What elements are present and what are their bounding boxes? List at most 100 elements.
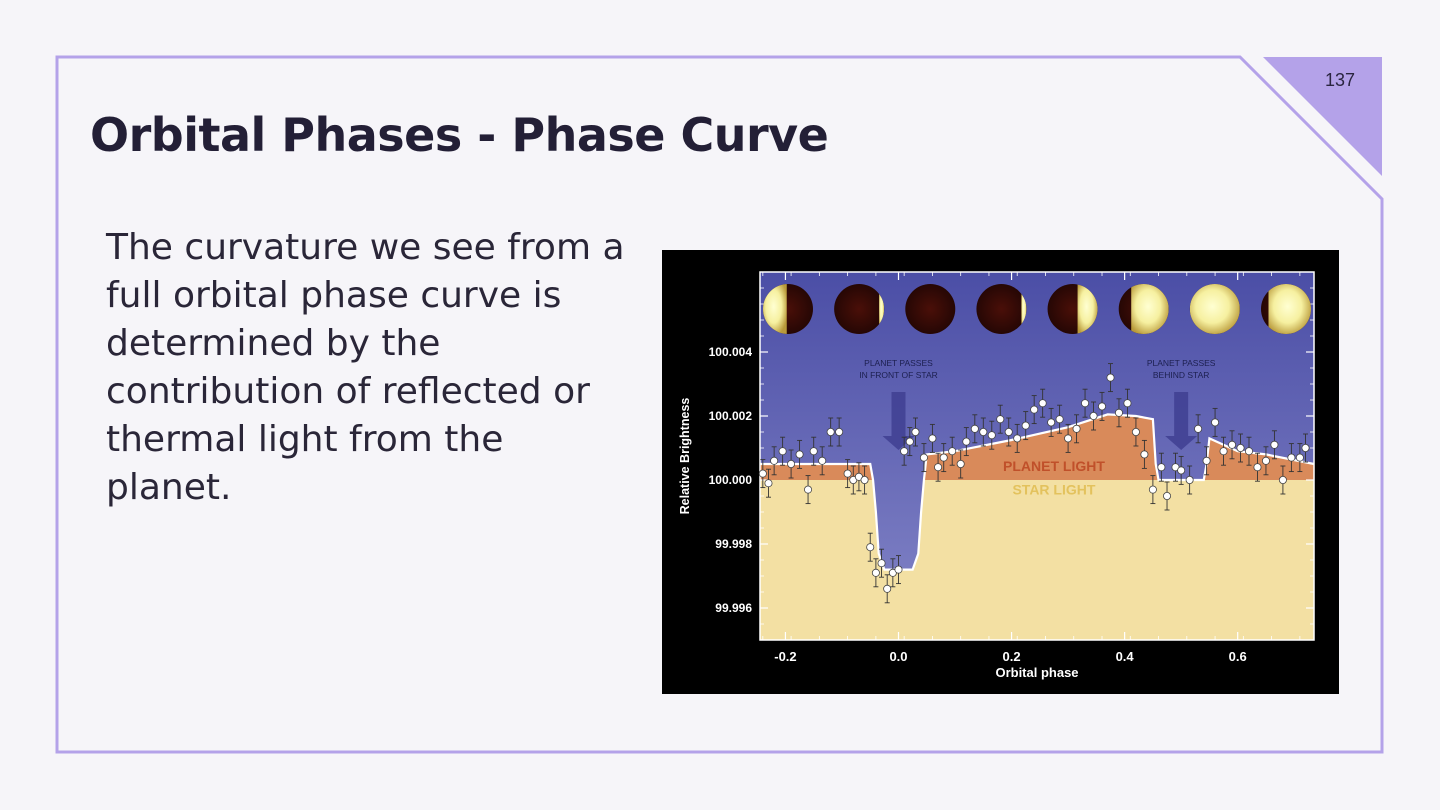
data-point <box>835 427 844 436</box>
data-point <box>770 456 779 465</box>
data-point <box>1114 408 1123 417</box>
star-light-region <box>760 480 1314 640</box>
data-point <box>1228 440 1237 449</box>
data-point <box>996 415 1005 424</box>
data-point <box>1123 399 1132 408</box>
page-number: 137 <box>1324 70 1356 90</box>
x-tick-label: 0.0 <box>889 649 907 664</box>
phase-curve-figure: 99.996 99.998 100.000 100.002 100.004 -0.2 0.0… <box>662 250 1339 694</box>
data-point <box>1106 373 1115 382</box>
data-point <box>1194 424 1203 433</box>
phase-curve-chart: 99.996 99.998 100.000 100.002 100.004 -0.2 0.0… <box>678 271 1315 680</box>
data-point <box>883 584 892 593</box>
data-point <box>826 427 835 436</box>
data-point <box>1244 447 1253 456</box>
y-tick-label: 99.998 <box>715 537 752 551</box>
data-point <box>939 453 948 462</box>
data-point <box>818 456 827 465</box>
data-point <box>948 447 957 456</box>
annotation-arrow <box>882 392 915 450</box>
data-point <box>1278 475 1287 484</box>
x-tick-label: 0.6 <box>1229 649 1247 664</box>
y-tick-label: 100.002 <box>709 409 753 423</box>
planet-lit-side <box>1189 284 1240 334</box>
data-point <box>1089 411 1098 420</box>
data-point <box>1177 466 1186 475</box>
data-point <box>911 427 920 436</box>
planet-lit-side <box>879 284 885 334</box>
y-tick-label: 100.000 <box>709 473 753 487</box>
data-point <box>1301 443 1310 452</box>
annotation-text: BEHIND STAR <box>1153 370 1210 380</box>
data-point <box>860 475 869 484</box>
planet-lit-side <box>1268 284 1311 334</box>
data-point <box>804 485 813 494</box>
data-point <box>962 437 971 446</box>
annotation-text: IN FRONT OF STAR <box>859 370 938 380</box>
planet-phase-icon <box>834 284 885 334</box>
data-point <box>1261 456 1270 465</box>
y-axis-label: Relative Brightness <box>678 398 692 515</box>
data-point <box>1253 463 1262 472</box>
plot-border <box>759 271 1315 641</box>
slide-border <box>55 55 1384 754</box>
data-point <box>1163 491 1172 500</box>
data-point <box>1157 463 1166 472</box>
data-point <box>970 424 979 433</box>
phase-icons <box>763 284 1311 334</box>
data-point <box>1236 443 1245 452</box>
data-points <box>758 363 1310 604</box>
planet-lit-side <box>1077 284 1098 334</box>
data-point <box>956 459 965 468</box>
planet-light-label: PLANET LIGHT <box>1003 458 1105 474</box>
data-point <box>1287 453 1296 462</box>
data-point <box>1072 424 1081 433</box>
data-point <box>764 479 773 488</box>
data-point <box>1219 447 1228 456</box>
data-point <box>877 559 886 568</box>
data-point <box>987 431 996 440</box>
axis-ticks: 99.996 99.998 100.000 100.002 100.004 -0.2 0.0… <box>709 271 1314 664</box>
data-point <box>1295 453 1304 462</box>
annotation-arrow <box>1165 392 1198 450</box>
x-tick-label: -0.2 <box>774 649 796 664</box>
y-tick-label: 99.996 <box>715 601 752 615</box>
data-point <box>1131 427 1140 436</box>
data-point <box>1064 434 1073 443</box>
data-point <box>1004 427 1013 436</box>
data-point <box>778 447 787 456</box>
data-point <box>1013 434 1022 443</box>
planet-phase-icon <box>976 284 1027 334</box>
data-point <box>1038 399 1047 408</box>
data-point <box>928 434 937 443</box>
data-point <box>795 450 804 459</box>
data-point <box>1185 475 1194 484</box>
data-point <box>866 543 875 552</box>
data-point <box>843 469 852 478</box>
y-tick-label: 100.004 <box>709 345 753 359</box>
data-point <box>979 427 988 436</box>
data-point <box>871 568 880 577</box>
data-point <box>1030 405 1039 414</box>
data-point <box>809 447 818 456</box>
annotation-text: PLANET PASSES <box>1147 358 1216 368</box>
data-point <box>1202 456 1211 465</box>
slide-title: Orbital Phases - Phase Curve <box>90 108 829 162</box>
planet-light-region <box>760 414 1314 480</box>
x-tick-label: 0.4 <box>1116 649 1135 664</box>
data-point <box>758 469 767 478</box>
data-point <box>787 459 796 468</box>
data-point <box>1211 418 1220 427</box>
data-point <box>1140 450 1149 459</box>
data-point <box>1047 418 1056 427</box>
data-point <box>894 565 903 574</box>
corner-fold <box>1263 57 1382 176</box>
data-point <box>1270 440 1279 449</box>
data-point <box>1148 485 1157 494</box>
data-point <box>900 447 909 456</box>
data-point <box>919 453 928 462</box>
annotation-text: PLANET PASSES <box>864 358 933 368</box>
plot-background <box>759 271 1315 641</box>
data-point <box>934 463 943 472</box>
